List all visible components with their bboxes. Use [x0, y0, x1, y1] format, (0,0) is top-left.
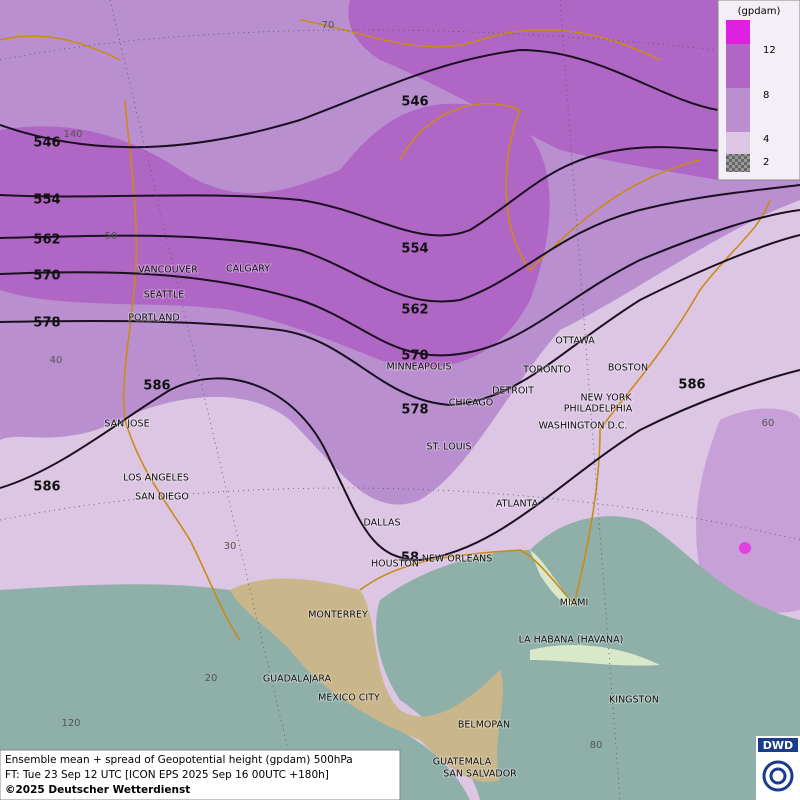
logo-text: DWD	[763, 739, 793, 752]
city-label: LA HABANA (HAVANA)	[519, 635, 624, 646]
graticule-label: 80	[590, 740, 603, 751]
contour-label: 586	[678, 378, 705, 393]
graticule-label: 60	[762, 418, 775, 429]
city-label: BELMOPAN	[458, 720, 510, 731]
city-label: CHICAGO	[449, 398, 493, 409]
contour-label: 570	[33, 269, 60, 284]
city-label: SAN DIEGO	[135, 492, 189, 503]
contour-label: 562	[33, 233, 60, 248]
graticule-label: 120	[61, 718, 80, 729]
contour-label: 554	[401, 242, 428, 257]
city-label: MINNEAPOLIS	[386, 362, 451, 373]
graticule-label: 40	[50, 355, 63, 366]
legend-swatch	[726, 132, 750, 154]
contour-label: 578	[401, 403, 428, 418]
city-label: MEXICO CITY	[318, 693, 380, 704]
city-label: PORTLAND	[128, 313, 179, 324]
city-label: NEW YORK	[580, 393, 632, 404]
contour-586	[0, 369, 800, 562]
legend-label: 4	[763, 134, 769, 145]
city-label: LOS ANGELES	[123, 473, 189, 484]
contour-label: 546	[401, 95, 428, 110]
city-label: CALGARY	[226, 264, 270, 275]
legend-label: 8	[763, 90, 769, 101]
city-label: DALLAS	[364, 518, 401, 529]
coastline	[574, 199, 771, 601]
coastline	[399, 102, 701, 272]
city-label: ATLANTA	[496, 499, 539, 510]
caption-line: ©2025 Deutscher Wetterdienst	[5, 784, 190, 796]
contour-label: 586	[143, 379, 170, 394]
contour-label: 58	[401, 551, 419, 566]
city-label: KINGSTON	[609, 695, 659, 706]
graticule-label: 30	[224, 541, 237, 552]
coastline	[122, 99, 241, 641]
city-label: NEW ORLEANS	[422, 554, 493, 565]
coastline	[0, 19, 661, 61]
legend-swatch	[726, 44, 750, 88]
contour-546	[0, 48, 719, 149]
contour-562	[0, 184, 800, 303]
contour-label: 562	[401, 303, 428, 318]
city-label: HOUSTON	[371, 559, 419, 570]
legend-title: (gpdam)	[738, 6, 781, 17]
graticule-label: 50	[105, 231, 118, 242]
contour-554	[0, 146, 800, 237]
caption-line: Ensemble mean + spread of Geopotential h…	[5, 754, 353, 766]
logo-band	[758, 738, 798, 752]
city-label: WASHINGTON D.C.	[539, 421, 628, 432]
contour-label: 578	[33, 316, 60, 331]
city-label: SEATTLE	[144, 290, 185, 301]
spread-high	[0, 103, 550, 368]
ocean	[0, 584, 470, 800]
land	[530, 645, 660, 666]
city-label: SAN JOSE	[104, 419, 149, 430]
graticule-label: 70	[322, 20, 335, 31]
city-label: GUADALAJARA	[263, 674, 332, 685]
city-label: PHILADELPHIA	[564, 404, 633, 415]
city-label: GUATEMALA	[433, 757, 492, 768]
city-label: MIAMI	[560, 598, 589, 609]
contour-label: 546	[33, 136, 60, 151]
spread-mid	[696, 408, 800, 613]
city-label: OTTAWA	[555, 336, 595, 347]
caption-box	[0, 749, 401, 800]
contour-570	[0, 209, 800, 357]
spread-max	[739, 542, 751, 554]
caption-line: FT: Tue 23 Sep 12 UTC [ICON EPS 2025 Sep…	[5, 769, 329, 781]
graticule-label: 20	[205, 673, 218, 684]
legend-label: 2	[763, 157, 769, 168]
graticule-label: 140	[63, 129, 82, 140]
contour-578	[0, 234, 800, 407]
logo-icon	[769, 767, 787, 785]
legend-swatch	[726, 20, 750, 44]
contour-label: 570	[401, 349, 428, 364]
city-label: VANCOUVER	[138, 265, 198, 276]
city-label: SAN SALVADOR	[443, 769, 517, 780]
legend-swatch	[726, 154, 750, 172]
coastline	[359, 549, 576, 606]
contour-label: 554	[33, 193, 60, 208]
logo-icon	[762, 760, 794, 792]
contour-label: 586	[33, 480, 60, 495]
city-label: BOSTON	[608, 363, 648, 374]
legend-swatch	[726, 88, 750, 132]
city-label: TORONTO	[522, 365, 571, 376]
city-label: MONTERREY	[308, 610, 368, 621]
city-label: DETROIT	[492, 386, 534, 397]
city-label: ST. LOUIS	[427, 442, 472, 453]
land	[230, 578, 503, 782]
legend-label: 12	[763, 45, 776, 56]
